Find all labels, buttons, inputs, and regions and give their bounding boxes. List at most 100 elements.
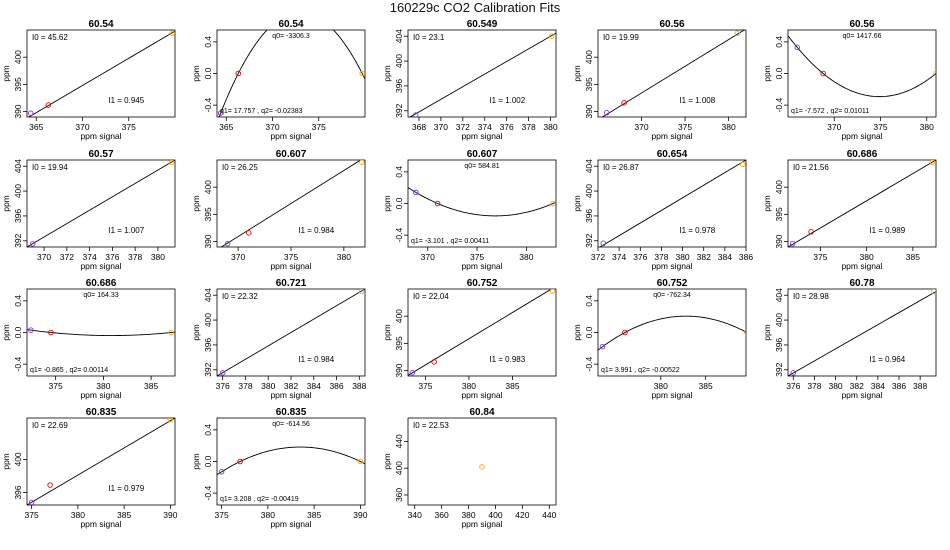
x-tick-label: 360	[435, 510, 449, 520]
x-tick-label: 382	[697, 252, 711, 262]
plot-area	[599, 160, 746, 247]
data-point	[27, 110, 34, 116]
chart-title: 60.56	[849, 19, 874, 30]
x-tick-label: 380	[261, 510, 275, 520]
x-tick-label: 420	[515, 510, 529, 520]
x-tick-label: 378	[654, 252, 668, 262]
chart-title: 60.549	[467, 19, 498, 30]
data-point	[413, 189, 419, 196]
plot-area	[408, 187, 556, 217]
fit-line	[217, 289, 365, 376]
x-axis-label: ppm signal	[841, 261, 882, 271]
y-axis-label: ppm	[382, 324, 392, 341]
x-tick-label: 376	[500, 122, 514, 132]
fit-annotation: I0 = 19.99	[603, 33, 639, 42]
chart-title: 60.721	[276, 278, 307, 289]
data-point	[603, 109, 610, 116]
y-tick-label: 400	[203, 180, 213, 194]
y-tick-label: 0.4	[774, 36, 784, 48]
chart-title: 60.56	[659, 19, 684, 30]
data-point	[169, 30, 175, 37]
fit-line	[220, 160, 362, 247]
fit-annotation: I1 = 0.979	[108, 484, 144, 493]
y-axis-label: ppm	[1, 324, 11, 341]
x-axis-label: ppm signal	[270, 131, 311, 141]
plot-frame	[787, 29, 937, 118]
x-tick-label: 368	[412, 122, 426, 132]
x-tick-label: 384	[307, 381, 321, 391]
y-tick-label: -0.4	[203, 486, 213, 501]
fit-annotation: I0 = 19.94	[32, 163, 68, 172]
plot-frame	[26, 29, 176, 118]
x-tick-label: 375	[122, 122, 136, 132]
y-axis-label: ppm	[1, 65, 11, 82]
data-point	[358, 289, 365, 295]
chart-panel: 60.607 370 375 380 -0.4 0.0 0.4 ppm signal ppm q0…	[382, 149, 557, 271]
y-tick-label: 395	[774, 207, 784, 221]
fit-curve	[218, 30, 365, 117]
x-tick-label: 376	[105, 252, 119, 262]
chart-title: 60.654	[657, 149, 688, 160]
x-tick-label: 385	[906, 252, 920, 262]
y-axis-label: ppm	[382, 65, 392, 82]
x-tick-label: 388	[352, 381, 366, 391]
fit-curve	[598, 315, 746, 351]
y-axis-label: ppm	[382, 453, 392, 470]
fit-annotation: q1= 17.757 , q2= -0.02383	[220, 108, 303, 115]
x-tick-label: 376	[216, 381, 230, 391]
fit-annotation: I0 = 26.25	[222, 163, 258, 172]
fit-annotation: q1= -0.865 , q2= 0.00114	[30, 367, 108, 374]
fit-annotation: q1= 3.991 , q2= -0.00522	[601, 367, 680, 374]
plot-area	[601, 30, 746, 117]
data-point	[790, 370, 797, 376]
y-tick-label: 0.4	[13, 295, 23, 307]
y-tick-label: 400	[584, 50, 594, 64]
fit-line	[788, 291, 936, 376]
data-point	[479, 464, 485, 470]
chart-panel: 60.549 368 370 372 374 376 378 380 392 396 400 404 p…	[382, 19, 558, 141]
x-tick-label: 375	[284, 252, 298, 262]
y-tick-label: -0.4	[13, 357, 23, 372]
plot-frame	[407, 159, 557, 248]
data-point	[622, 329, 628, 336]
plot-area	[27, 327, 175, 336]
x-axis-label: ppm signal	[461, 390, 502, 400]
chart-panel: 60.56 370 375 380 390 395 400 ppm signal ppm I0 =…	[572, 19, 747, 141]
chart-panel: 60.686 375 380 385 -0.4 0.0 0.4 ppm signal ppm q0…	[1, 278, 176, 400]
plot-frame	[26, 417, 176, 506]
x-axis-label: ppm signal	[80, 519, 121, 529]
x-tick-label: 375	[873, 122, 887, 132]
y-tick-label: 0.4	[203, 424, 213, 436]
fit-annotation: q0= -614.56	[272, 421, 310, 428]
fit-line	[599, 160, 746, 247]
x-tick-label: 385	[307, 510, 321, 520]
x-tick-label: 375	[215, 510, 229, 520]
y-tick-label: 400	[203, 313, 213, 327]
y-tick-label: 396	[774, 338, 784, 352]
y-axis-label: ppm	[191, 65, 201, 82]
x-tick-label: 378	[128, 252, 142, 262]
x-tick-label: 372	[456, 122, 470, 132]
chart-panel: 60.686 375 380 385 390 395 400 ppm signal ppm I0 …	[762, 149, 937, 271]
plot-frame	[597, 288, 747, 377]
x-tick-label: 380	[860, 252, 874, 262]
data-point	[808, 229, 814, 235]
data-point	[409, 369, 416, 376]
data-point	[734, 30, 741, 37]
chart-panel: 60.54 365 370 375 -0.4 0.0 0.4 ppm signal ppm q0=…	[191, 19, 366, 141]
y-tick-label: 396	[13, 209, 23, 223]
fit-curve	[217, 446, 365, 476]
x-tick-label: 380	[151, 252, 165, 262]
y-axis-label: ppm	[1, 195, 11, 212]
x-tick-label: 382	[850, 381, 864, 391]
fit-annotation: q0= 164.33	[83, 292, 118, 299]
data-point	[359, 70, 365, 77]
data-point	[600, 240, 607, 247]
y-tick-label: 400	[394, 309, 404, 323]
plot-frame	[407, 417, 557, 506]
fit-annotation: I1 = 0.964	[869, 355, 905, 364]
chart-panel: 60.54 365 370 375 390 395 400 ppm signal ppm I0 =…	[1, 19, 176, 141]
y-tick-label: -0.4	[584, 357, 594, 372]
data-point	[219, 370, 226, 376]
y-tick-label: 404	[774, 288, 784, 302]
